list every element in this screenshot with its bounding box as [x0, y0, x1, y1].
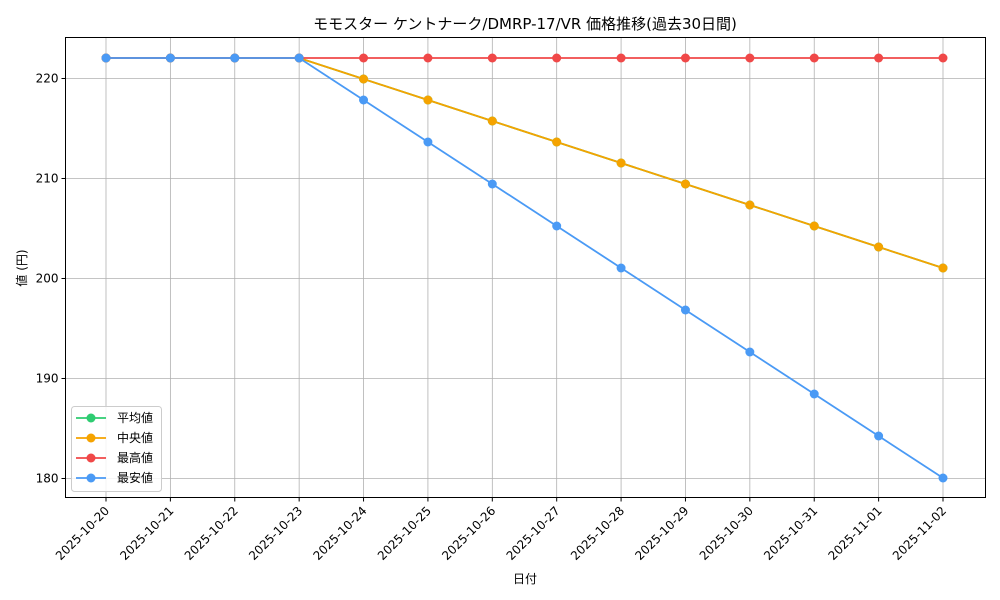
x-axis-ticks: 2025-10-20 2025-10-21 2025-10-22 2025-10-23…: [53, 497, 949, 563]
data-point: [359, 53, 369, 63]
data-point: [938, 53, 948, 63]
data-point: [745, 200, 755, 210]
legend-marker-icon: [86, 473, 96, 483]
data-point: [616, 263, 626, 273]
data-point: [874, 53, 884, 63]
data-point: [874, 431, 884, 441]
chart-title: モモスター ケントナーク/DMRP-17/VR 価格推移(過去30日間): [313, 15, 737, 33]
data-point: [487, 116, 497, 126]
legend-marker-icon: [86, 453, 96, 463]
x-tick-label: 2025-10-29: [632, 504, 691, 563]
data-point: [487, 53, 497, 63]
data-point: [359, 74, 369, 84]
x-tick-label: 2025-10-25: [375, 504, 434, 563]
data-point: [552, 137, 562, 147]
x-tick-label: 2025-10-26: [439, 504, 498, 563]
y-axis-ticks: 180 190 200 210 220: [36, 72, 66, 486]
data-point: [423, 53, 433, 63]
series-最安値: [101, 53, 948, 483]
data-point: [745, 53, 755, 63]
data-point: [359, 95, 369, 105]
series-中央値: [101, 53, 948, 273]
data-point: [552, 53, 562, 63]
data-point: [680, 53, 690, 63]
plot-frame: [65, 37, 986, 498]
data-point: [423, 95, 433, 105]
data-point: [680, 305, 690, 315]
data-point: [745, 347, 755, 357]
legend-label: 最安値: [117, 470, 153, 485]
y-tick-label: 210: [36, 172, 59, 186]
legend-label: 平均値: [117, 410, 153, 425]
x-tick-label: 2025-10-24: [310, 504, 369, 563]
legend-item: 最高値: [76, 450, 153, 465]
data-point: [487, 179, 497, 189]
data-point: [680, 179, 690, 189]
legend-item: 最安値: [76, 470, 153, 485]
data-point: [938, 263, 948, 273]
y-tick-label: 200: [36, 272, 59, 286]
x-tick-label: 2025-10-30: [697, 504, 756, 563]
x-tick-label: 2025-11-01: [826, 504, 885, 563]
x-axis-label: 日付: [513, 572, 537, 586]
x-tick-label: 2025-10-27: [504, 504, 563, 563]
series-平均値: [101, 53, 948, 273]
x-tick-label: 2025-10-28: [568, 504, 627, 563]
data-point: [616, 158, 626, 168]
x-tick-label: 2025-10-22: [182, 504, 241, 563]
legend-item: 平均値: [76, 410, 153, 425]
data-point: [809, 221, 819, 231]
legend-marker-icon: [86, 433, 96, 443]
x-tick-label: 2025-10-31: [761, 504, 820, 563]
y-tick-label: 220: [36, 72, 59, 86]
x-tick-label: 2025-10-20: [53, 504, 112, 563]
data-point: [423, 137, 433, 147]
x-tick-label: 2025-11-02: [890, 504, 949, 563]
legend-label: 中央値: [117, 430, 153, 445]
data-point: [616, 53, 626, 63]
legend-marker-icon: [86, 413, 96, 423]
data-point: [874, 242, 884, 252]
legend-item: 中央値: [76, 430, 153, 445]
data-point: [101, 53, 111, 63]
grid-lines: [65, 37, 986, 498]
data-point: [165, 53, 175, 63]
x-tick-label: 2025-10-21: [117, 504, 176, 563]
x-tick-label: 2025-10-23: [246, 504, 305, 563]
data-point: [552, 221, 562, 231]
data-point: [809, 389, 819, 399]
data-point: [809, 53, 819, 63]
legend-label: 最高値: [117, 450, 153, 465]
data-point: [230, 53, 240, 63]
series-lines: [101, 53, 948, 483]
y-tick-label: 180: [36, 472, 59, 486]
data-point: [938, 473, 948, 483]
y-tick-label: 190: [36, 372, 59, 386]
legend-box: [71, 406, 162, 492]
y-axis-label: 値 (円): [14, 249, 29, 286]
data-point: [294, 53, 304, 63]
